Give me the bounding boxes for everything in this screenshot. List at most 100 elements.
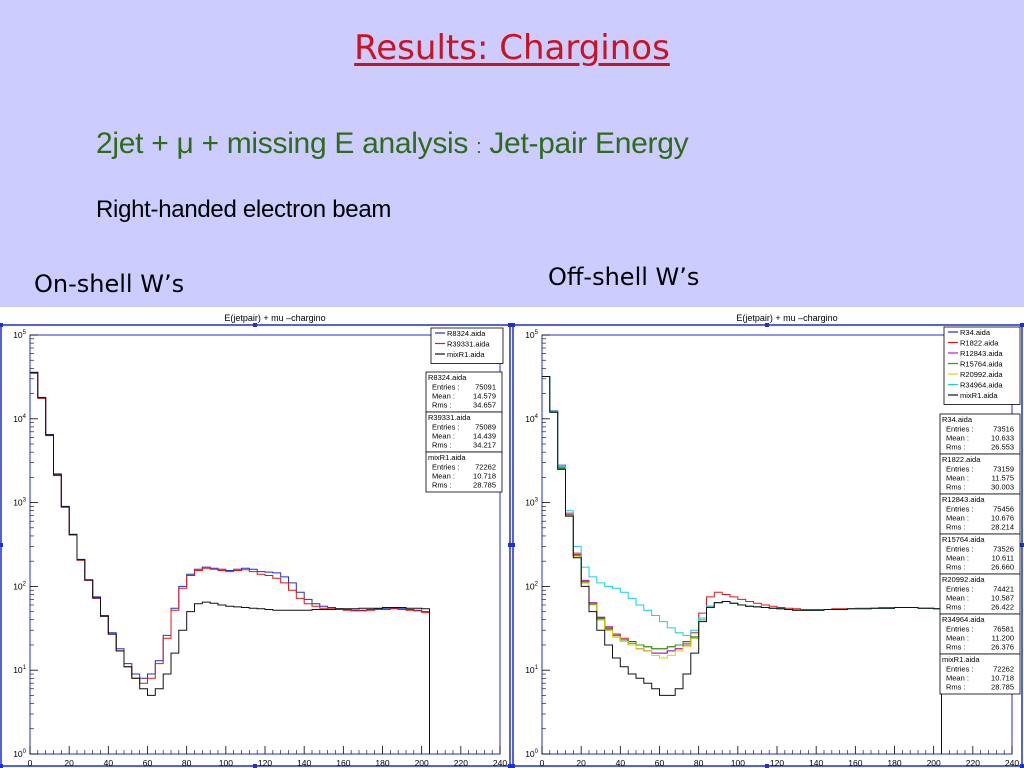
plot-edge-marker [508, 543, 512, 547]
stats-entries: 75456 [993, 505, 1014, 514]
stats-label: Rms : [946, 643, 966, 652]
plot-edge-marker [508, 764, 512, 768]
y-tick-label: 101 [13, 665, 26, 675]
plot-edge-marker [512, 543, 515, 547]
on-shell-plot: E(jetpair) + mu –chargino 0 20 40 60 80 100 120… [0, 307, 512, 768]
stats-rms: 28.214 [991, 523, 1014, 532]
stats-box [939, 533, 1021, 575]
slide-title: Results: Charginos [354, 28, 670, 68]
stats-label: Entries : [432, 423, 460, 432]
x-tick-label: 240 [1005, 758, 1019, 768]
x-tick-label: 200 [415, 758, 429, 768]
plot-edge-marker [1020, 543, 1024, 547]
y-tick-label: 100 [13, 749, 26, 759]
plot-edge-marker [512, 323, 515, 327]
off-shell-plot: E(jetpair) + mu –chargino 0 20 40 60 80 100 120… [512, 307, 1024, 768]
legend-entry: R12843.aida [960, 349, 1003, 358]
stats-mean: 10.587 [991, 594, 1014, 603]
x-tick-label: 60 [655, 758, 665, 768]
stats-title: R1822.aida [942, 455, 981, 464]
y-tick-label: 102 [525, 581, 538, 591]
stats-box [425, 411, 503, 453]
legend-entry: R34.aida [960, 328, 991, 337]
plot-edge-marker [0, 543, 3, 547]
stats-rms: 28.785 [473, 481, 496, 490]
plot-edge-marker [512, 764, 515, 768]
x-tick-label: 40 [616, 758, 626, 768]
stats-label: Rms : [946, 683, 966, 692]
stats-entries: 75091 [475, 383, 496, 392]
plot-edge-marker [0, 323, 3, 327]
x-tick-label: 0 [28, 758, 33, 768]
stats-rms: 34.217 [473, 441, 496, 450]
legend-entry: R15764.aida [960, 360, 1003, 369]
stats-entries: 74421 [993, 585, 1014, 594]
x-tick-label: 200 [927, 758, 941, 768]
stats-label: Entries : [946, 545, 974, 554]
x-tick-label: 40 [104, 758, 114, 768]
series-line-r34964 [542, 376, 942, 754]
chart-title: E(jetpair) + mu –chargino [736, 313, 837, 323]
y-tick-label: 102 [13, 581, 26, 591]
stats-box [425, 371, 503, 413]
y-tick-label: 103 [13, 498, 26, 508]
stats-rms: 30.003 [991, 483, 1014, 492]
stats-title: mixR1.aida [942, 655, 980, 664]
y-tick-label: 100 [525, 749, 538, 759]
stats-entries: 73516 [993, 425, 1014, 434]
chart-title: E(jetpair) + mu –chargino [224, 313, 325, 323]
series-line-r34 [542, 376, 942, 754]
x-tick-label: 180 [375, 758, 389, 768]
stats-label: Entries : [432, 383, 460, 392]
beam-label: Right-handed electron beam [96, 196, 392, 223]
analysis-subtitle-main: 2jet + μ + missing E analysis [96, 127, 469, 160]
stats-entries: 75089 [475, 423, 496, 432]
y-tick-label: 104 [13, 414, 26, 424]
stats-mean: 14.579 [473, 392, 496, 401]
stats-label: Mean : [946, 674, 969, 683]
stats-title: R20992.aida [942, 575, 985, 584]
stats-label: Rms : [432, 441, 452, 450]
stats-mean: 10.718 [473, 472, 496, 481]
off-shell-label: Off-shell W’s [548, 263, 700, 291]
stats-rms: 26.376 [991, 643, 1014, 652]
plot-edge-marker [1020, 764, 1024, 768]
on-shell-histogram: E(jetpair) + mu –chargino 0 20 40 60 80 100 120… [0, 313, 512, 768]
x-tick-label: 120 [258, 758, 272, 768]
legend-entry: R8324.aida [447, 329, 486, 338]
x-tick-label: 20 [576, 758, 586, 768]
x-tick-label: 180 [887, 758, 901, 768]
stats-label: Mean : [946, 594, 969, 603]
stats-label: Entries : [946, 465, 974, 474]
stats-label: Rms : [946, 443, 966, 452]
stats-box [939, 453, 1021, 495]
stats-rms: 28.785 [991, 683, 1014, 692]
y-tick-label: 103 [525, 498, 538, 508]
off-shell-histogram: E(jetpair) + mu –chargino 0 20 40 60 80 100 120… [512, 313, 1024, 768]
analysis-subtitle: 2jet + μ + missing E analysis: Jet-pair E… [96, 127, 689, 161]
stats-label: Rms : [432, 401, 452, 410]
x-tick-label: 100 [731, 758, 745, 768]
legend-entry: R39331.aida [447, 340, 490, 349]
legend-entry: mixR1.aida [960, 391, 998, 400]
plot-edge-marker [1020, 323, 1024, 327]
stats-label: Entries : [946, 585, 974, 594]
plot-edge-marker [253, 323, 257, 327]
series-line-r8324 [30, 371, 430, 754]
stats-title: R34.aida [942, 415, 973, 424]
plot-edge-marker [253, 764, 257, 768]
stats-title: mixR1.aida [428, 453, 466, 462]
stats-label: Rms : [946, 603, 966, 612]
series-line-r39331 [30, 372, 430, 754]
series-line-r20992 [542, 376, 942, 754]
legend-entry: R20992.aida [960, 370, 1003, 379]
stats-title: R39331.aida [428, 413, 471, 422]
stats-rms: 26.660 [991, 563, 1014, 572]
stats-mean: 11.200 [992, 634, 1014, 643]
x-tick-label: 220 [966, 758, 980, 768]
on-shell-label: On-shell W’s [34, 270, 185, 298]
y-tick-label: 105 [525, 330, 538, 340]
y-tick-label: 104 [525, 414, 538, 424]
stats-label: Mean : [946, 554, 969, 563]
stats-label: Rms : [946, 523, 966, 532]
